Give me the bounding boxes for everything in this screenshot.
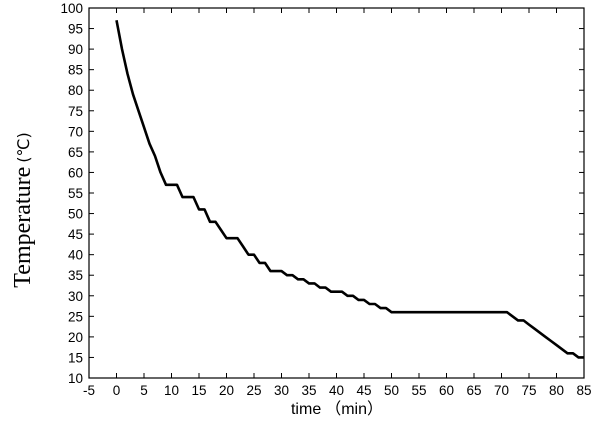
y-tick-label: 50 xyxy=(68,207,83,222)
x-tick-label: 55 xyxy=(411,383,426,398)
x-tick-label: 45 xyxy=(356,383,371,398)
x-tick-label: 80 xyxy=(549,383,564,398)
y-tick-label: 25 xyxy=(68,309,83,324)
x-axis-unit: （min） xyxy=(325,400,383,418)
y-tick-label: 30 xyxy=(68,289,83,304)
x-tick-label: -5 xyxy=(83,383,95,398)
x-tick-label: 50 xyxy=(384,383,399,398)
y-tick-label: 100 xyxy=(60,1,83,16)
y-tick-label: 80 xyxy=(68,83,83,98)
y-tick-label: 40 xyxy=(68,248,83,263)
y-axis-label: Temperature xyxy=(10,167,36,288)
y-tick-label: 65 xyxy=(68,145,83,160)
y-tick-label: 85 xyxy=(68,63,83,78)
y-tick-label: 55 xyxy=(68,186,83,201)
temperature-series-line xyxy=(115,20,584,359)
y-tick-label: 60 xyxy=(68,165,83,180)
x-axis-label: time xyxy=(291,401,321,418)
y-tick-label: 35 xyxy=(68,268,83,283)
y-tick-label: 20 xyxy=(68,330,83,345)
x-tick-label: 20 xyxy=(219,383,234,398)
axis-ticks xyxy=(88,7,585,379)
svg-text:Temperature (℃): Temperature (℃) xyxy=(10,132,36,287)
y-tick-label: 15 xyxy=(68,350,83,365)
x-tick-label: 10 xyxy=(164,383,179,398)
x-tick-label: 35 xyxy=(301,383,316,398)
x-tick-label: 0 xyxy=(113,383,121,398)
x-tick-label: 75 xyxy=(521,383,536,398)
y-tick-label: 95 xyxy=(68,22,83,37)
y-tick-label: 10 xyxy=(68,371,83,386)
x-tick-label: 85 xyxy=(576,383,591,398)
y-axis-title: Temperature (℃) xyxy=(10,132,36,287)
x-tick-label: 40 xyxy=(329,383,344,398)
y-tick-label: 45 xyxy=(68,227,83,242)
y-axis-unit: (℃) xyxy=(14,132,33,162)
x-tick-label: 65 xyxy=(466,383,481,398)
x-tick-label: 15 xyxy=(191,383,206,398)
x-tick-label: 30 xyxy=(274,383,289,398)
tick-labels: -5 0 5 10 15 20 25 30 35 40 45 50 55 60 65 70 75 80 85 10 15… xyxy=(60,1,591,398)
y-tick-label: 75 xyxy=(68,104,83,119)
x-tick-label: 60 xyxy=(439,383,454,398)
x-tick-label: 70 xyxy=(494,383,509,398)
y-tick-label: 90 xyxy=(68,42,83,57)
plot-frame xyxy=(88,7,585,379)
x-tick-label: 25 xyxy=(246,383,261,398)
x-axis-title: time （min） xyxy=(291,400,383,418)
y-tick-label: 70 xyxy=(68,124,83,139)
x-tick-label: 5 xyxy=(140,383,148,398)
